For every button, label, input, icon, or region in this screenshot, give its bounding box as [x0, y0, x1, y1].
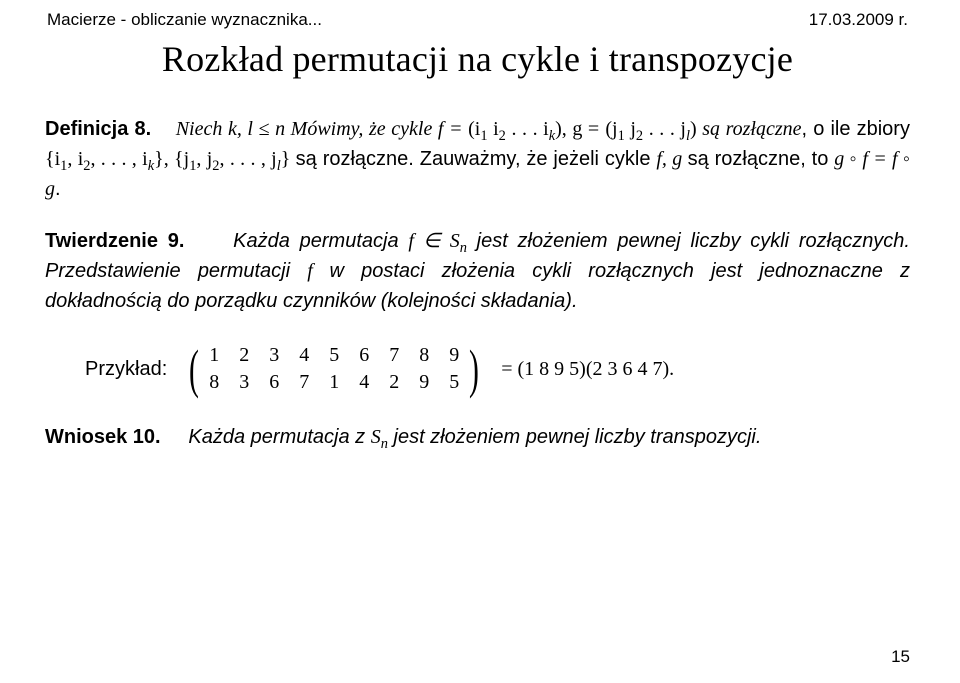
theorem-9: Twierdzenie 9. Każda permutacja f ∈ Sn j… [45, 226, 910, 316]
def-word: cykle [391, 118, 438, 140]
cell: 9 [449, 344, 459, 367]
cor-math: S [371, 426, 381, 448]
cell: 3 [239, 371, 249, 394]
example-label: Przykład: [85, 358, 167, 381]
def-text: rozłączne. Zauważmy, że jeżeli cykle [323, 148, 657, 170]
def-math: , . . . , j [220, 148, 277, 170]
cell: 2 [389, 371, 399, 394]
cor-label: Wniosek 10. [45, 426, 161, 448]
example: Przykład: ( 1 2 3 4 5 6 7 8 9 8 3 6 7 1 … [85, 340, 910, 398]
def-math: k, l ≤ n [228, 118, 291, 140]
def-math: f = [438, 118, 463, 140]
def-math: . . . j [643, 118, 686, 140]
cell: 4 [359, 371, 369, 394]
sub: 2 [212, 158, 219, 174]
def-math: , i [67, 148, 83, 170]
cell: 5 [329, 344, 339, 367]
def-math: ) [690, 118, 702, 140]
cell: 1 [329, 371, 339, 394]
def-math: (i [463, 118, 481, 140]
def-math: ), g = [555, 118, 599, 140]
cell: 2 [239, 344, 249, 367]
page: Macierze - obliczanie wyznacznika... 17.… [0, 0, 960, 683]
thm-label: Twierdzenie 9. [45, 230, 184, 252]
thm-math: f ∈ S [408, 230, 459, 252]
def-text: Mówimy, że [291, 118, 392, 140]
cell: 4 [299, 344, 309, 367]
definition-8: Definicja 8. Niech k, l ≤ n Mówimy, że c… [45, 114, 910, 204]
cell: 9 [419, 371, 429, 394]
def-math: j [625, 118, 636, 140]
def-math: {i [45, 148, 60, 170]
sub: n [381, 436, 388, 452]
paren-right-icon: ) [469, 342, 479, 396]
def-text: są rozłączne, to [688, 148, 835, 170]
cell: 8 [419, 344, 429, 367]
def-math: (j [605, 118, 617, 140]
thm-text: Każda permutacja [233, 230, 408, 252]
cell: 6 [359, 344, 369, 367]
cell: 7 [299, 371, 309, 394]
cell: 1 [209, 344, 219, 367]
cell: 7 [389, 344, 399, 367]
paren-left-icon: ( [189, 342, 199, 396]
thm-math: f [307, 260, 329, 282]
def-math: f, g [656, 148, 687, 170]
running-header: Macierze - obliczanie wyznacznika... 17.… [45, 10, 910, 30]
def-math: . . . i [506, 118, 549, 140]
cell: 5 [449, 371, 459, 394]
def-math: }, {j [154, 148, 189, 170]
def-math: } [281, 148, 296, 170]
cor-text: Każda permutacja z [188, 426, 370, 448]
cor-text: jest złożeniem pewnej liczby transpozycj… [394, 426, 762, 448]
cell: 3 [269, 344, 279, 367]
cell: 8 [209, 371, 219, 394]
sub: n [460, 240, 467, 256]
def-text: , o ile zbiory [802, 118, 910, 140]
sub: 1 [480, 128, 487, 144]
def-math: i [488, 118, 499, 140]
sub: 2 [499, 128, 506, 144]
def-word: są [702, 118, 725, 140]
page-number: 15 [891, 647, 910, 667]
header-left: Macierze - obliczanie wyznacznika... [47, 10, 322, 30]
page-title: Rozkład permutacji na cykle i transpozyc… [45, 38, 910, 80]
header-right: 17.03.2009 r. [809, 10, 908, 30]
def-math: , j [196, 148, 212, 170]
def-text: Niech [176, 118, 228, 140]
def-text: . [55, 178, 61, 200]
example-rhs: = (1 8 9 5)(2 3 6 4 7). [501, 358, 674, 381]
cell: 6 [269, 371, 279, 394]
def-word: rozłączne [726, 118, 802, 140]
def-math: , . . . , i [90, 148, 147, 170]
matrix-grid: 1 2 3 4 5 6 7 8 9 8 3 6 7 1 4 2 9 5 [203, 340, 465, 398]
def-label: Definicja 8. [45, 118, 151, 140]
permutation-matrix: ( 1 2 3 4 5 6 7 8 9 8 3 6 7 1 4 2 9 5 [185, 340, 483, 398]
sub: 1 [618, 128, 625, 144]
wniosek-10: Wniosek 10. Każda permutacja z Sn jest z… [45, 422, 910, 452]
def-word: są [296, 148, 317, 170]
